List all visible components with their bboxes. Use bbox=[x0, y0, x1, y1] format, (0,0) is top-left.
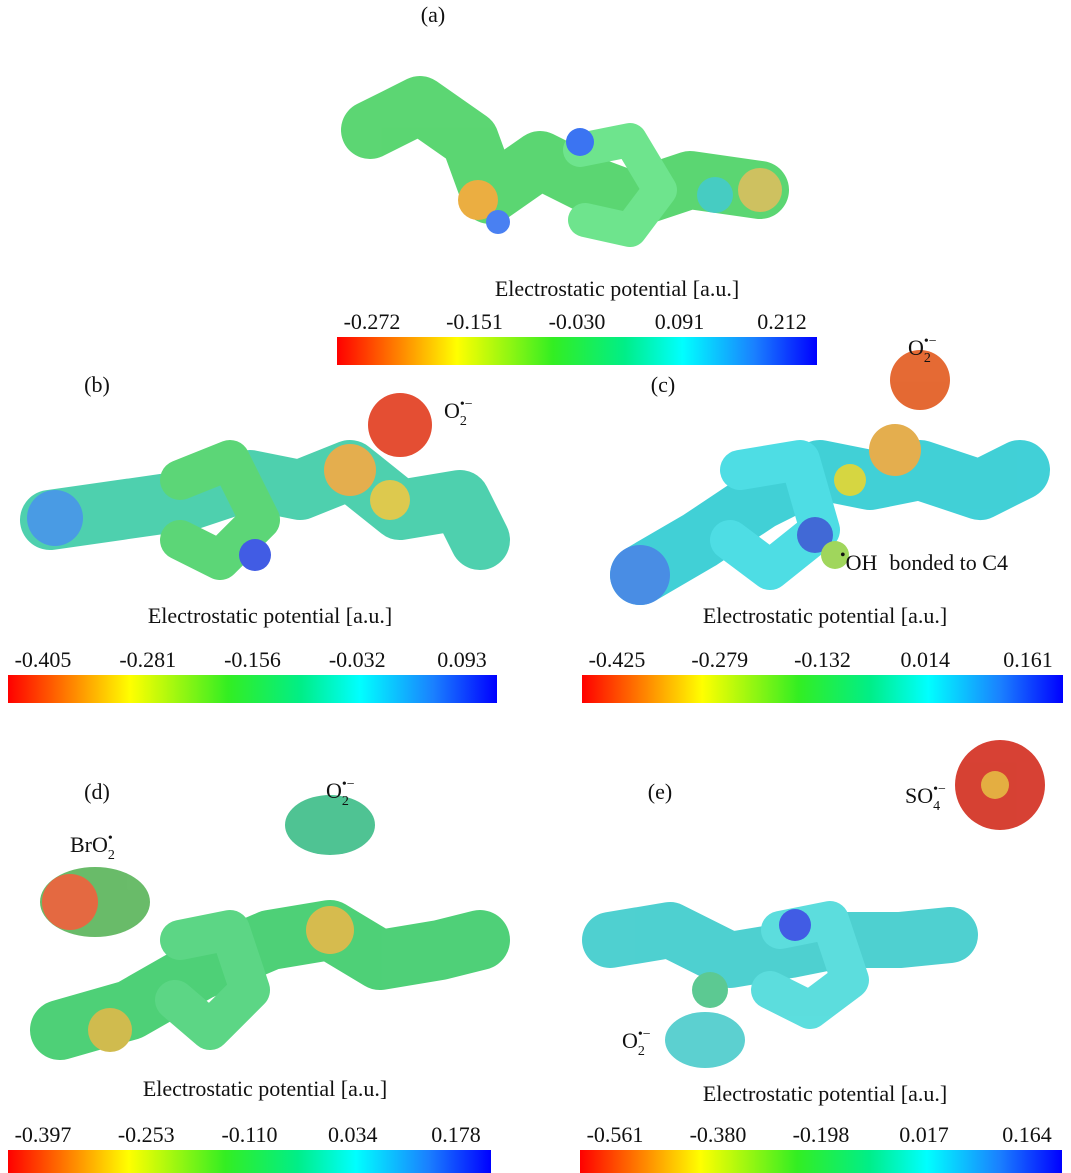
colorbar-title: Electrostatic potential [a.u.] bbox=[495, 276, 739, 301]
colorbar-tick-label: -0.281 bbox=[119, 647, 176, 672]
molecule-a bbox=[370, 105, 782, 234]
colorbar-tick-label: -0.397 bbox=[15, 1122, 72, 1147]
species-superscript: •− bbox=[460, 397, 473, 412]
species-label: BrO2 • bbox=[70, 831, 115, 863]
colorbar-tick-label: -0.380 bbox=[690, 1122, 747, 1147]
colorbar-tick-label: -0.253 bbox=[118, 1122, 175, 1147]
species-superscript: •− bbox=[924, 334, 937, 349]
species-label: SO4 •− bbox=[905, 782, 946, 814]
species-superscript: •− bbox=[933, 782, 946, 797]
colorbar-tick-label: -0.132 bbox=[794, 647, 851, 672]
species-subscript: 2 bbox=[342, 794, 349, 809]
species-label: O2 •− bbox=[444, 397, 473, 429]
species-base: SO bbox=[905, 783, 933, 808]
molecule-b bbox=[27, 393, 480, 571]
colorbar-title: Electrostatic potential [a.u.] bbox=[143, 1076, 387, 1101]
colorbar-tick-label: 0.093 bbox=[437, 647, 487, 672]
panel-label: (a) bbox=[421, 2, 445, 27]
colorbar bbox=[580, 1150, 1062, 1173]
colorbar-tick-label: -0.030 bbox=[549, 309, 606, 334]
species-superscript: •− bbox=[342, 777, 355, 792]
colorbar bbox=[337, 337, 817, 365]
colorbar-tick-label: -0.156 bbox=[224, 647, 281, 672]
colorbar-tick-label: 0.091 bbox=[655, 309, 705, 334]
species-base: O bbox=[908, 335, 924, 360]
colorbar-tick-label: -0.561 bbox=[587, 1122, 644, 1147]
species-subscript: 2 bbox=[460, 414, 467, 429]
colorbar-tick-label: -0.405 bbox=[15, 647, 72, 672]
colorbar-tick-label: 0.178 bbox=[431, 1122, 481, 1147]
species-superscript: • bbox=[108, 831, 113, 846]
colorbar-title: Electrostatic potential [a.u.] bbox=[148, 603, 392, 628]
colorbar-title: Electrostatic potential [a.u.] bbox=[703, 603, 947, 628]
colorbar-tick-label: 0.161 bbox=[1003, 647, 1053, 672]
colorbar bbox=[582, 675, 1063, 703]
panel-label: (b) bbox=[84, 372, 110, 397]
panel-label: (d) bbox=[84, 779, 110, 804]
species-superscript: •− bbox=[638, 1027, 651, 1042]
species-base: O bbox=[444, 398, 460, 423]
panel-label: (e) bbox=[648, 779, 672, 804]
species-subscript: 4 bbox=[933, 799, 940, 814]
colorbar-tick-label: -0.032 bbox=[329, 647, 386, 672]
colorbar-tick-label: -0.425 bbox=[589, 647, 646, 672]
colorbar-tick-label: -0.279 bbox=[691, 647, 748, 672]
species-base: O bbox=[326, 778, 342, 803]
colorbar-tick-label: 0.034 bbox=[328, 1122, 378, 1147]
colorbar bbox=[8, 1150, 491, 1173]
colorbar-tick-label: 0.014 bbox=[901, 647, 951, 672]
annotation-species: OH bbox=[846, 550, 878, 575]
figure: (a) Electrostatic potential [a.u.] -0.272 -… bbox=[0, 0, 1071, 1173]
species-subscript: 2 bbox=[924, 351, 931, 366]
species-subscript: 2 bbox=[108, 848, 115, 863]
colorbar-tick-label: -0.272 bbox=[344, 309, 401, 334]
colorbar-tick-label: 0.212 bbox=[757, 309, 807, 334]
colorbar-tick-label: -0.110 bbox=[221, 1122, 277, 1147]
colorbar bbox=[8, 675, 497, 703]
colorbar-title: Electrostatic potential [a.u.] bbox=[703, 1081, 947, 1106]
colorbar-tick-label: 0.017 bbox=[899, 1122, 949, 1147]
colorbar-tick-label: 0.164 bbox=[1002, 1122, 1052, 1147]
colorbar-tick-label: -0.198 bbox=[793, 1122, 850, 1147]
species-subscript: 2 bbox=[638, 1044, 645, 1059]
species-label: O2 •− bbox=[622, 1027, 651, 1059]
species-base: BrO bbox=[70, 832, 108, 857]
panel-label: (c) bbox=[651, 372, 675, 397]
molecule-e bbox=[610, 740, 1045, 1068]
colorbar-tick-label: -0.151 bbox=[446, 309, 503, 334]
annotation-text: bonded to C4 bbox=[889, 550, 1008, 575]
species-base: O bbox=[622, 1028, 638, 1053]
